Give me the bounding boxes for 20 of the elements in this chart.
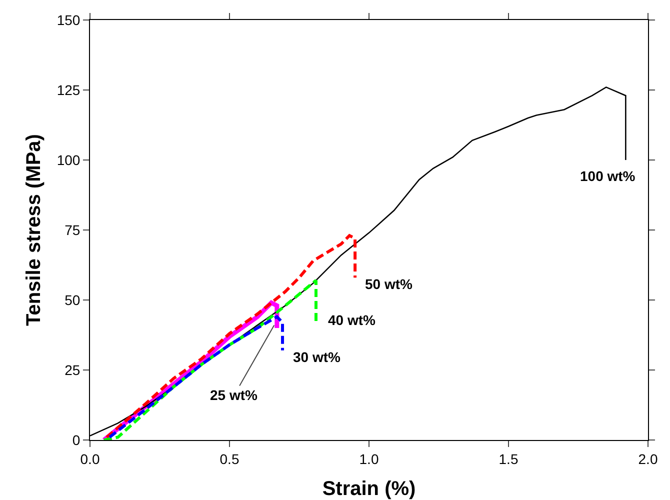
x-tick-label: 1.5: [498, 450, 518, 467]
line-series: [108, 315, 284, 439]
annotation: 30 wt%: [293, 349, 342, 365]
y-tick-label: 25: [64, 362, 80, 378]
y-tick-label: 100: [56, 152, 80, 168]
x-tick-label: 0.5: [220, 450, 240, 467]
y-axis-title: Tensile stress (MPa): [23, 134, 45, 326]
annotation: 40 wt%: [328, 312, 376, 328]
annotation: 50 wt%: [365, 276, 414, 292]
annotation: 25 wt%: [210, 387, 258, 403]
x-axis-title: Strain (%): [322, 478, 416, 500]
y-tick-label: 50: [64, 292, 80, 308]
annotation: 100 wt%: [580, 168, 636, 184]
x-tick-label: 1.0: [359, 450, 379, 467]
y-tick-label: 125: [56, 82, 80, 98]
y-tick-label: 75: [64, 222, 80, 238]
y-tick-label: 0: [72, 432, 80, 448]
x-tick-label: 2.0: [638, 450, 658, 467]
y-tick-label: 150: [56, 12, 80, 28]
x-tick-label: 0.0: [80, 450, 100, 467]
